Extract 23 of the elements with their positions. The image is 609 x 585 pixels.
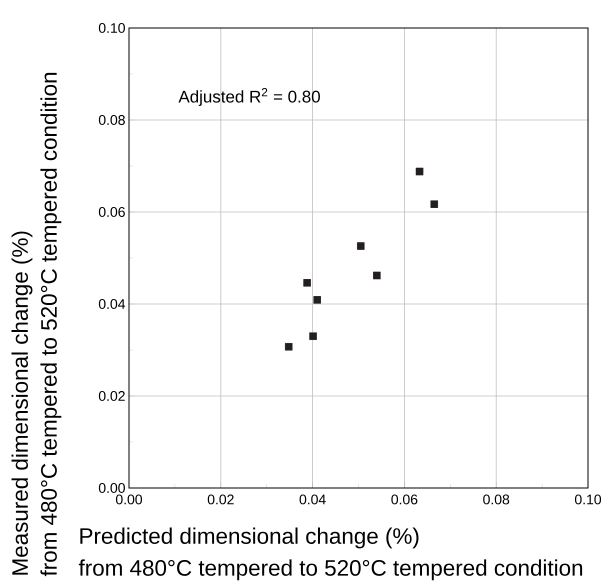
point <box>430 200 438 208</box>
x-tick-label: 0.08 <box>483 494 510 504</box>
point <box>284 342 293 351</box>
y-tick-label: 0.04 <box>98 299 126 309</box>
x-tick-label: 0.04 <box>300 494 326 504</box>
point <box>313 296 321 304</box>
point <box>309 332 317 340</box>
x-tick-label: 0.00 <box>116 494 142 504</box>
x-tick-label: 0.10 <box>574 494 602 504</box>
y-tick-label: 0.02 <box>98 391 125 401</box>
x-tick-label: 0.02 <box>208 494 234 504</box>
annotation: Adjusted R$^{2}$ = 0.80 <box>178 88 320 106</box>
point <box>303 279 311 287</box>
y-axis-title: Measured dimensional change (%) from 480°C tempered to 520°C tempered condition <box>12 72 62 576</box>
y-tick-label: 0.08 <box>98 115 125 125</box>
x-tick-label: 0.06 <box>391 494 418 504</box>
point <box>357 242 365 250</box>
x-axis-title: Predicted dimensional change (%) from 480°C tempered to 520°C tempered condition <box>78 528 582 580</box>
point <box>373 272 381 280</box>
point <box>416 168 424 176</box>
y-tick-label: 0.06 <box>98 207 125 217</box>
y-tick-label: 0.00 <box>98 483 125 493</box>
y-tick-label: 0.10 <box>98 23 125 33</box>
